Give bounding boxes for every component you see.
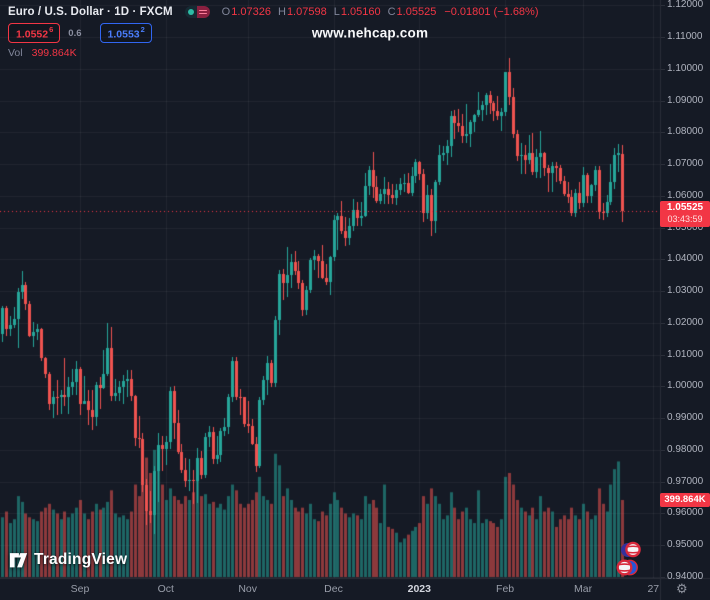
toggle-buy-side [184, 6, 198, 18]
volume-label: Vol [8, 47, 23, 59]
open-label: O [221, 6, 231, 18]
site-watermark: www.nehcap.com [311, 25, 429, 41]
time-tick-label: Nov [238, 583, 258, 595]
volume-axis-tag: 399.864K [660, 492, 710, 507]
ohlc-values: O 1.07326 H 1.07598 L 1.05160 C 1.05525 −0.0… [222, 6, 539, 18]
green-dot-icon [187, 9, 194, 15]
price-tick-label: 1.02000 [660, 316, 704, 328]
volume-value: 399.864K [31, 47, 77, 59]
last-price-tag: 1.05525 03:43:59 [660, 200, 710, 227]
spread-value: 0.6 [68, 27, 82, 39]
bar-countdown: 03:43:59 [667, 213, 703, 224]
price-tick-label: 1.06000 [660, 189, 704, 201]
price-tick-label: 1.07000 [660, 158, 704, 170]
time-tick-label: Feb [496, 583, 515, 595]
tradingview-logo-text: TradingView [34, 551, 128, 568]
close-label: C [387, 6, 396, 18]
toggle-sell-side [197, 6, 210, 18]
price-tick-label: 0.95000 [660, 539, 704, 551]
gear-icon[interactable]: ⚙ [676, 581, 688, 596]
price-tick-label: 1.04000 [660, 253, 704, 265]
low-value: 1.05160 [340, 6, 381, 18]
price-tick-label: 1.00000 [660, 380, 704, 392]
striped-ball-icon-top [621, 541, 641, 558]
price-tick-label: 1.12000 [660, 0, 704, 11]
time-tick-label: Oct [157, 583, 174, 595]
price-tick-label: 1.09000 [660, 94, 704, 106]
chart-legend: Euro / U.S. Dollar · 1D · FXCM O 1.07326 … [8, 4, 539, 59]
symbol-title[interactable]: Euro / U.S. Dollar · 1D · FXCM [8, 6, 173, 18]
price-tick-label: 0.96000 [660, 507, 704, 519]
high-label: H [277, 6, 286, 18]
time-tick-label: 2023 [407, 583, 431, 595]
time-tick-label: Mar [574, 583, 593, 595]
change-value: −0.01801 (−1.68%) [444, 6, 539, 18]
close-value: 1.05525 [396, 6, 437, 18]
last-price-value: 1.05525 [666, 201, 704, 213]
time-tick-label: Dec [324, 583, 343, 595]
high-value: 1.07598 [286, 6, 327, 18]
price-axis[interactable]: 1.05525 03:43:59 399.864K 1.12000 1.11000… [660, 0, 710, 582]
price-tick-label: 0.98000 [660, 443, 704, 455]
tradingview-logo[interactable]: TradingView [9, 551, 127, 569]
price-tick-label: 1.11000 [660, 31, 703, 42]
striped-ball-icon-bottom [616, 559, 638, 576]
open-value: 1.07326 [231, 6, 271, 18]
price-tick-label: 0.97000 [660, 475, 704, 487]
price-tick-label: 0.94000 [660, 570, 704, 582]
price-tick-label: 1.05000 [660, 221, 704, 233]
sell-price-button[interactable]: 1.05526 [8, 22, 61, 44]
time-tick-label: 27 [647, 583, 660, 595]
low-label: L [333, 6, 340, 18]
striped-ball-icons [616, 541, 641, 576]
time-axis[interactable]: ⚙ Sep Oct Nov Dec 2023 Feb Mar 27 [0, 578, 710, 600]
market-status-toggle[interactable] [184, 6, 210, 18]
time-tick-label: Sep [70, 583, 90, 595]
price-tick-label: 1.10000 [660, 62, 704, 74]
tradingview-logo-icon [9, 552, 28, 567]
buy-price-button[interactable]: 1.05532 [99, 22, 152, 44]
price-tick-label: 1.08000 [660, 126, 704, 138]
price-tick-label: 0.99000 [660, 412, 704, 424]
price-tick-label: 1.01000 [660, 348, 704, 360]
price-tick-label: 1.03000 [660, 285, 704, 297]
